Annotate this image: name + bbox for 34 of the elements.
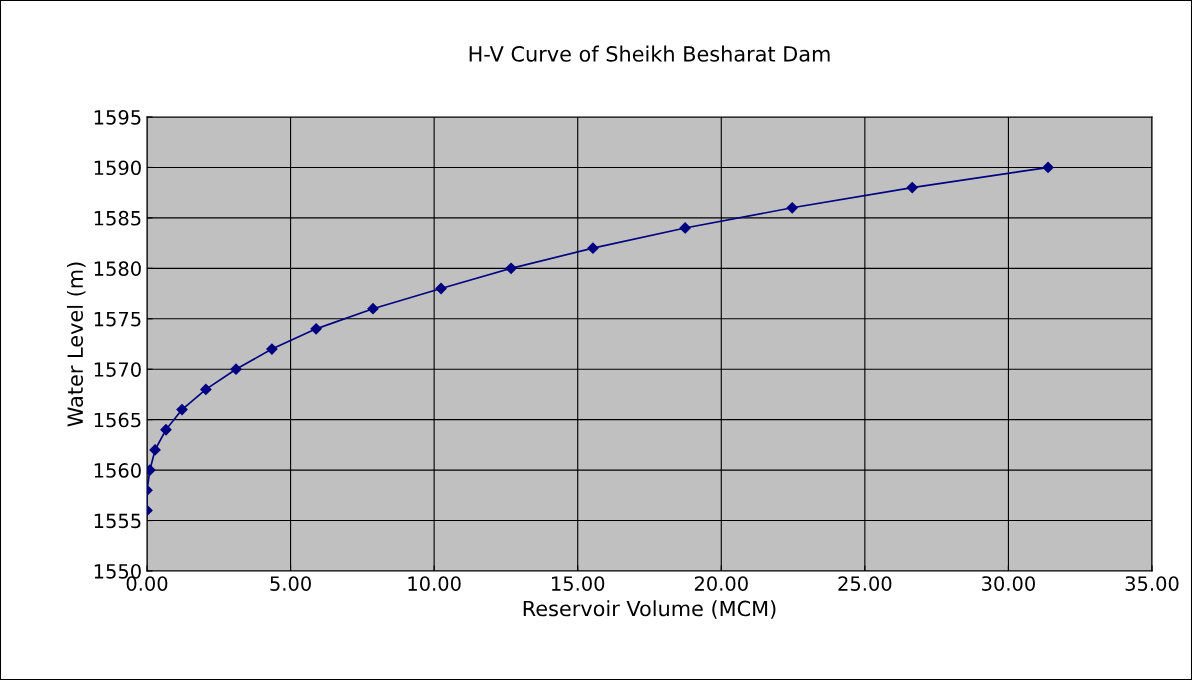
point [435, 282, 447, 295]
point [266, 343, 278, 355]
chart-title: H-V Curve of Sheikh Besharat Dam [469, 45, 830, 62]
y-axis-title: Water Level (m) [66, 262, 86, 427]
point [587, 242, 599, 254]
point [149, 444, 161, 456]
point [906, 182, 918, 194]
point [786, 202, 798, 214]
y-tick-label: 1565 [94, 412, 141, 428]
y-tick-label: 1595 [94, 109, 141, 125]
y-tick-label: 1555 [94, 513, 141, 529]
point [230, 363, 242, 375]
y-tick-label: 1560 [94, 463, 141, 478]
point [160, 424, 172, 436]
point [310, 323, 322, 335]
y-tick-label: 1570 [94, 362, 141, 377]
x-tick-label: 25.00 [838, 576, 892, 591]
x-tick-label: 30.00 [982, 576, 1035, 591]
y-tick-label: 1585 [94, 210, 141, 226]
point [505, 262, 517, 274]
point [176, 403, 188, 416]
point [679, 222, 691, 234]
x-tick-label: 35.00 [1125, 576, 1179, 591]
x-tick-label: 15.00 [552, 576, 605, 591]
point [367, 303, 379, 315]
x-tick-label: 20.00 [694, 576, 748, 591]
y-tick-label: 1575 [94, 311, 141, 327]
x-tick-label: 10.00 [408, 576, 461, 591]
y-tick-label: 1580 [94, 261, 141, 276]
x-tick-label: 5.00 [270, 576, 311, 591]
x-axis-title: Reservoir Volume (MCM) [523, 600, 776, 619]
y-tick-label: 1590 [94, 160, 141, 176]
point [200, 383, 212, 396]
point [1042, 161, 1054, 174]
